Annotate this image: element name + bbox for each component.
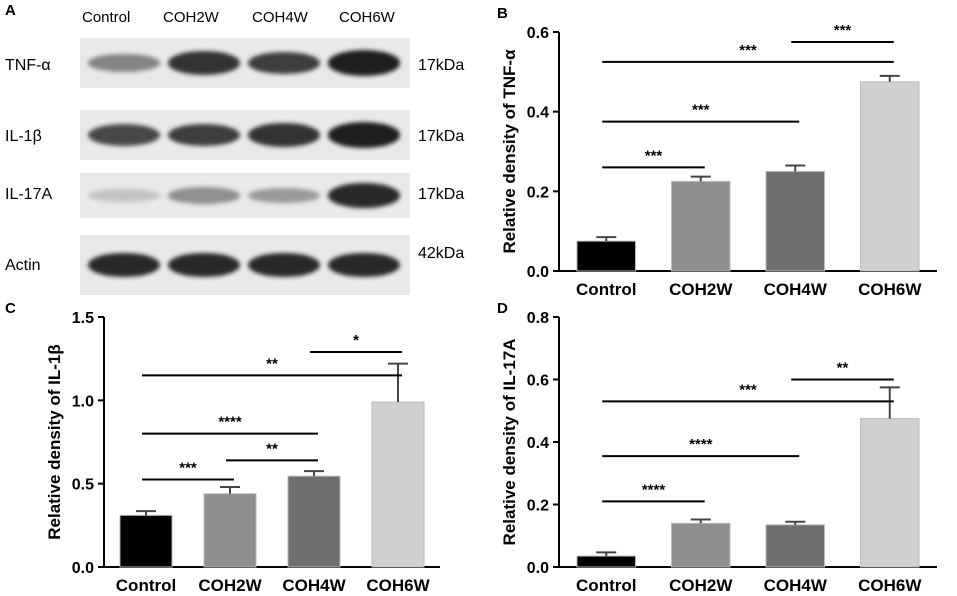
blot-band [248,51,320,75]
y-tick-label: 1.5 [72,310,94,327]
significance-label: **** [689,436,713,453]
blot-column-coh2w: COH2W [163,9,219,26]
bar-control [119,514,173,568]
bar-control [576,240,637,272]
blot-band [88,54,160,72]
blot-strip-actin [80,235,410,295]
y-tick-label: 0.2 [527,184,549,201]
bar-coh4w [287,475,341,568]
blot-band [328,50,400,76]
x-category-label: COH4W [282,576,346,595]
bar-coh2w [670,180,731,272]
x-category-label: COH4W [764,280,828,299]
chart-il-1beta: 0.0 0.5 1.0 1.5 Relative density of IL-1β Con… [45,310,440,595]
blot-band [88,189,160,202]
blot-kda-tnf: 17kDa [418,57,465,74]
y-tick-label: 0.8 [527,310,549,327]
y-axis-label: Relative density of TNF-α [500,49,519,254]
blot-band [88,252,160,278]
bar-coh2w [203,493,257,568]
significance-label: *** [739,42,757,59]
x-category-label: COH6W [858,280,922,299]
panel-d-letter: D [497,300,508,317]
panel-a-letter: A [5,2,16,19]
blot-band [168,123,240,147]
blot-band [248,123,320,147]
chart-tnf-alpha: 0.0 0.2 0.4 0.6 Relative density of TNF-α Con… [500,22,937,299]
significance-label: *** [834,22,852,39]
y-axis-label: Relative density of IL-17A [500,339,519,546]
blot-band [168,51,240,75]
bar-coh4w [765,524,826,568]
bar-coh6w [859,81,920,272]
significance-label: ** [266,355,278,372]
blot-row-label-tnf: TNF-α [5,57,51,74]
x-category-label: Control [576,576,636,595]
significance-label: **** [642,481,666,498]
blot-row-label-il1b: IL-1β [5,128,42,145]
bar-coh4w [765,170,826,272]
blot-kda-actin: 42kDa [418,245,465,262]
blot-strip-tnf [80,38,410,88]
bar-control [576,555,637,568]
bar-coh6w [371,401,425,568]
bar-coh6w [859,418,920,568]
blot-row-label-actin: Actin [5,257,41,274]
y-tick-label: 1.0 [72,393,94,410]
y-tick-label: 0.0 [527,264,549,281]
significance-label: *** [645,147,663,164]
blot-kda-il17a: 17kDa [418,186,465,203]
x-category-label: COH2W [669,280,733,299]
y-tick-label: 0.2 [527,498,549,515]
blot-band [328,252,400,278]
y-tick-label: 0.0 [72,560,94,577]
blot-band [168,187,240,204]
x-category-label: COH6W [366,576,430,595]
blot-strip-il17a [80,173,410,218]
blot-band [328,122,400,148]
blot-kda-il1b: 17kDa [418,128,465,145]
y-axis-label: Relative density of IL-1β [45,344,64,540]
y-tick-label: 0.5 [72,477,94,494]
blot-band [328,183,400,208]
blot-band [168,252,240,278]
x-category-label: Control [576,280,636,299]
significance-label: *** [692,102,710,119]
blot-column-control: Control [82,9,131,26]
x-category-label: COH2W [669,576,733,595]
blot-strip-il1b [80,110,410,160]
significance-label: * [353,332,359,349]
panel-c-letter: C [5,300,16,317]
x-category-label: COH2W [198,576,262,595]
blot-column-coh6w: COH6W [339,9,395,26]
significance-label: *** [739,381,757,398]
blot-band [248,187,320,204]
x-category-label: COH6W [858,576,922,595]
x-category-label: COH4W [764,576,828,595]
x-category-label: Control [116,576,176,595]
y-tick-label: 0.4 [527,105,549,122]
blot-band [248,252,320,278]
y-tick-label: 0.0 [527,560,549,577]
y-tick-label: 0.6 [527,373,549,390]
panel-b-letter: B [497,5,508,22]
chart-il-17a: 0.0 0.2 0.4 0.6 0.8 Relative density of IL-17… [500,310,937,595]
bar-coh2w [670,522,731,568]
significance-label: ** [837,360,849,377]
blot-row-label-il17a: IL-17A [5,186,53,203]
y-tick-label: 0.6 [527,25,549,42]
y-tick-label: 0.4 [527,435,549,452]
significance-label: *** [179,460,197,477]
blot-band [88,124,160,146]
significance-label: **** [218,414,242,431]
significance-label: ** [266,440,278,457]
blot-column-coh4w: COH4W [252,9,308,26]
